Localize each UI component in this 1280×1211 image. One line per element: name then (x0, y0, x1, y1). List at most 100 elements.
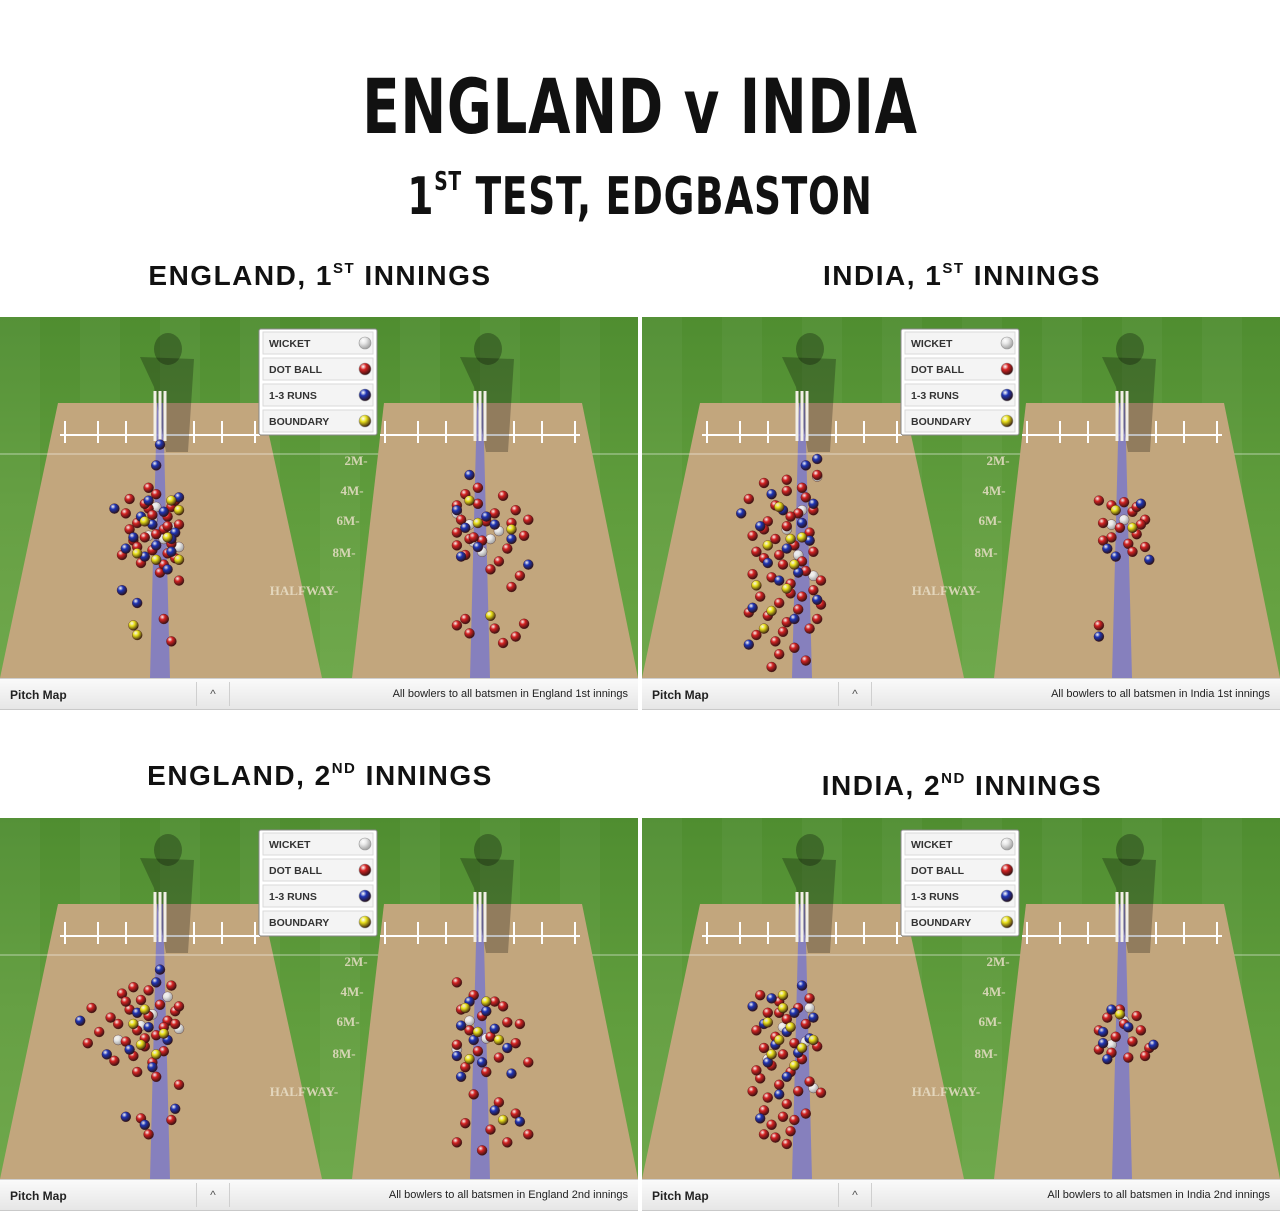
ball-dot (762, 1007, 773, 1018)
ball-dot (815, 1087, 827, 1098)
stump (478, 391, 482, 441)
ball-dot (751, 1025, 762, 1036)
ball-dot (497, 1001, 509, 1012)
ball-dot (1139, 1050, 1151, 1062)
ball-boundary (162, 532, 173, 543)
chevron-up-icon[interactable]: ^ (838, 1183, 872, 1207)
ball-dot (510, 1038, 521, 1049)
ball-boundary (135, 1039, 147, 1050)
pitch-distance-label: 2M- (344, 453, 367, 468)
pitch-distance-label: HALFWAY- (270, 1084, 338, 1099)
ball-dot (105, 1012, 116, 1023)
ball-boundary (781, 583, 792, 594)
stump (1125, 892, 1129, 942)
legend-label-dot: DOT BALL (911, 865, 965, 877)
pitch-distance-label: 2M- (986, 453, 1009, 468)
ball-dot (800, 1108, 811, 1119)
ball-dot (518, 618, 530, 629)
ball-dot (789, 642, 800, 653)
ball-dot (518, 530, 530, 541)
ball-boundary (777, 990, 789, 1001)
ball-dot (493, 1097, 505, 1108)
stump (163, 892, 167, 942)
pitch-map-caption: All bowlers to all batsmen in England 1s… (392, 688, 628, 700)
ball-runs (781, 543, 792, 554)
ball-dot (476, 1145, 488, 1156)
ball-boundary (139, 1004, 150, 1015)
legend-ball-runs (358, 388, 372, 402)
ball-runs (455, 551, 467, 562)
ball-dot (451, 977, 463, 988)
ball-runs (143, 1022, 154, 1033)
ball-dot (755, 591, 766, 602)
ball-dot (793, 604, 804, 615)
ball-runs (1097, 1038, 1109, 1049)
pitch-map-caption: All bowlers to all batsmen in England 2n… (388, 1189, 628, 1201)
ball-runs (170, 1103, 181, 1114)
ball-dot (1093, 495, 1105, 506)
ball-runs (101, 1049, 112, 1060)
ball-runs (143, 495, 154, 506)
chevron-up-icon[interactable]: ^ (838, 682, 872, 706)
ball-dot (1114, 522, 1126, 533)
stump-line (1112, 904, 1132, 1179)
legend-row (904, 357, 1016, 381)
ball-runs (796, 980, 808, 991)
stump (473, 892, 477, 942)
legend-row (904, 383, 1016, 407)
ball-runs (1097, 1026, 1109, 1038)
ball-dot (120, 996, 131, 1007)
panel-title-text: INDIA, 1 (823, 260, 943, 291)
ball-dot (1102, 1012, 1113, 1023)
ball-runs (774, 575, 785, 586)
ball-dot (493, 556, 505, 567)
ball-dot (135, 994, 147, 1006)
ball-dot (1127, 1036, 1138, 1047)
ball-dot (815, 575, 827, 586)
ball-dot (800, 655, 811, 666)
ball-runs (151, 977, 162, 988)
stump (158, 892, 162, 942)
ball-dot (774, 549, 785, 561)
legend-row (904, 910, 1016, 934)
ball-dot (120, 508, 131, 519)
ball-runs (800, 460, 811, 471)
legend-ball-boundary (358, 915, 372, 929)
pitch-distance-label: 8M- (332, 1046, 355, 1061)
ball-boundary (506, 524, 517, 535)
ball-dot (804, 1076, 815, 1087)
ball-wicket (485, 533, 496, 545)
ball-runs (1106, 1004, 1117, 1015)
panel-title-text: INNINGS (964, 260, 1101, 291)
ball-boundary (796, 1042, 808, 1054)
legend-box (258, 829, 378, 937)
ball-dot (1118, 497, 1130, 508)
ball-dot (502, 1137, 513, 1148)
pitch-distance-label: 6M- (336, 513, 359, 528)
ball-runs (774, 1089, 785, 1100)
ball-runs (139, 1119, 150, 1130)
chevron-up-icon[interactable]: ^ (196, 1183, 230, 1207)
ball-dot (497, 637, 509, 649)
pitch-distance-label: 4M- (340, 984, 363, 999)
stump (478, 892, 482, 942)
ball-runs (1148, 1039, 1159, 1050)
ball-dot (774, 649, 785, 660)
legend-label-dot: DOT BALL (269, 364, 323, 376)
ball-dot (514, 570, 526, 581)
ball-dot (1097, 517, 1109, 529)
ball-dot (472, 482, 484, 493)
ball-dot (94, 1026, 105, 1038)
ball-dot (143, 482, 154, 493)
ball-dot (747, 530, 758, 541)
ball-dot (796, 482, 808, 493)
panel-title-suffix: ND (941, 770, 966, 787)
legend-label-runs: 1-3 RUNS (269, 390, 317, 402)
legend: WICKET DOT BALL 1-3 RUNS BOUNDARY (900, 328, 1020, 436)
pitch-map-svg: 2M- 4M- 6M- 8M- HALFWAY- WICKET DOT BALL 1-3 RU… (642, 818, 1280, 1179)
ball-runs (109, 503, 120, 514)
panel-title-text: ENGLAND, 2 (147, 760, 332, 791)
chevron-up-icon[interactable]: ^ (196, 682, 230, 706)
ball-dot (808, 546, 819, 557)
legend-label-boundary: BOUNDARY (269, 917, 329, 929)
